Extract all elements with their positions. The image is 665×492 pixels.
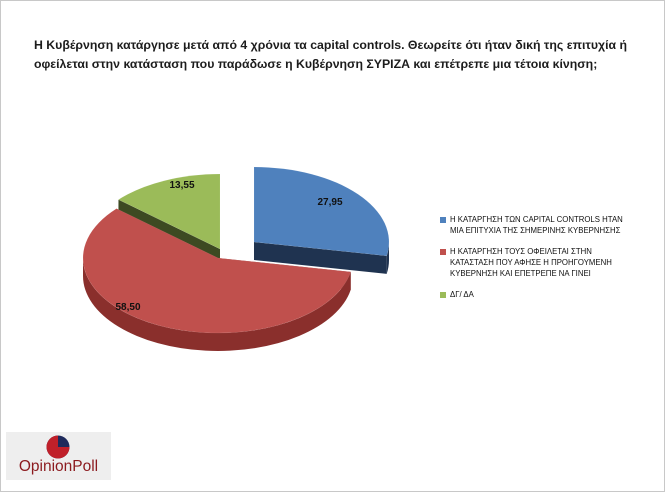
data-label-2: 58,50 [115,302,140,313]
pie-tops [82,166,390,334]
legend-item-3: ΔΓ/ ΔΑ [440,289,655,300]
chart-title-line-1: Η Κυβέρνηση κατάργησε μετά από 4 χρόνια … [34,38,628,52]
legend-label-1-line-1: Η ΚΑΤΑΡΓΗΣΗ ΤΩΝ CAPITAL CONTROLS ΗΤΑΝ [450,215,623,224]
pie-slice-1 [253,166,390,257]
pie-slice-side-1 [386,242,389,274]
opinionpoll-logo-text: OpinionPoll [18,458,99,475]
legend-label-3-line-1: ΔΓ/ ΔΑ [450,290,474,299]
legend-label-2-line-2: ΚΑΤΑΣΤΑΣΗ ΠΟΥ ΑΦΗΣΕ Η ΠΡΟΗΓΟΥΜΕΝΗ [450,258,612,267]
pie-slice-wall-end-1 [254,242,387,274]
legend-label-1-line-2: ΜΙΑ ΕΠΙΤΥΧΙΑ ΤΗΣ ΣΗΜΕΡΙΝΗΣ ΚΥΒΕΡΝΗΣΗΣ [450,226,621,235]
pie-slice-side-2 [83,258,351,352]
pie-slice-3 [117,173,221,250]
chart-title-line-2: οφείλεται στην κατάσταση που παράδωσε η … [34,57,598,71]
data-label-1: 27,95 [317,197,342,208]
opinionpoll-logo-mark [46,435,70,459]
chart-title: Η Κυβέρνηση κατάργησε μετά από 4 χρόνια … [34,36,634,74]
legend-label-2-line-3: ΚΥΒΕΡΝΗΣΗ ΚΑΙ ΕΠΕΤΡΕΠΕ ΝΑ ΓΙΝΕΙ [450,269,591,278]
legend-swatch-2 [440,249,446,255]
chart-legend: Η ΚΑΤΑΡΓΗΣΗ ΤΩΝ CAPITAL CONTROLS ΗΤΑΝ ΜΙΑ… [440,214,655,310]
legend-swatch-1 [440,217,446,223]
data-label-3: 13,55 [169,180,194,191]
legend-swatch-3 [440,292,446,298]
opinionpoll-logo: OpinionPoll [6,432,111,480]
legend-item-1: Η ΚΑΤΑΡΓΗΣΗ ΤΩΝ CAPITAL CONTROLS ΗΤΑΝ ΜΙΑ… [440,214,655,236]
legend-item-2: Η ΚΑΤΑΡΓΗΣΗ ΤΟΥΣ ΟΦΕΙΛΕΤΑΙ ΣΤΗΝ ΚΑΤΑΣΤΑΣΗ… [440,246,655,279]
legend-label-2-line-1: Η ΚΑΤΑΡΓΗΣΗ ΤΟΥΣ ΟΦΕΙΛΕΤΑΙ ΣΤΗΝ [450,247,592,256]
pie-slice-2 [82,208,352,334]
